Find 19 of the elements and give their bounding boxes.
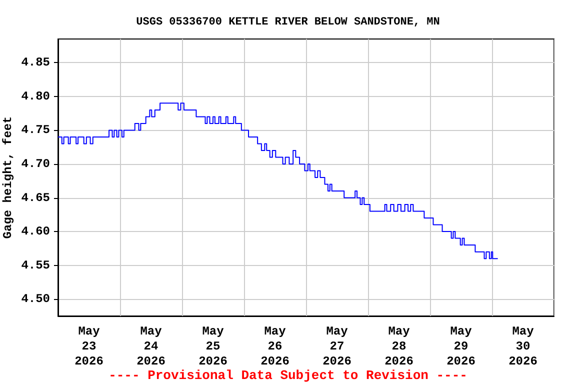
x-tick-label: May 25 2026 <box>198 324 228 368</box>
x-tick-label: May 26 2026 <box>260 324 290 368</box>
y-tick-label: 4.70 <box>21 156 50 171</box>
y-tick-label: 4.55 <box>21 258 50 272</box>
x-tick-label: May 24 2026 <box>136 324 166 368</box>
chart-title: USGS 05336700 KETTLE RIVER BELOW SANDSTONE, MN <box>136 16 440 28</box>
text: ---- Provisional Data Subject to Revision ---- <box>108 368 468 383</box>
y-tick-label: 4.65 <box>21 190 50 205</box>
x-tick-label: May 28 2026 <box>384 324 414 368</box>
y-tick-label: 4.85 <box>21 56 50 70</box>
y-tick-label: 4.50 <box>21 292 50 306</box>
x-tick-label: May 29 2026 <box>446 324 476 368</box>
x-tick-label: May 23 2026 <box>74 324 104 368</box>
x-tick-label: May 27 2026 <box>322 324 352 368</box>
y-tick-label: 4.75 <box>21 123 50 138</box>
y-tick-label: 4.60 <box>21 224 50 239</box>
x-tick-label: May 30 2026 <box>508 324 538 368</box>
y-axis-title: Gage height, feet <box>1 116 15 239</box>
y-tick-label: 4.80 <box>21 89 50 104</box>
